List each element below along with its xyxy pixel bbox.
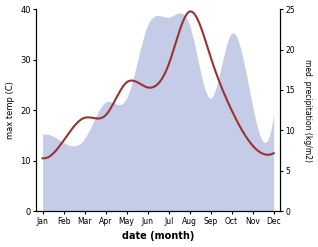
Y-axis label: med. precipitation (kg/m2): med. precipitation (kg/m2): [303, 59, 313, 162]
Y-axis label: max temp (C): max temp (C): [5, 81, 15, 139]
X-axis label: date (month): date (month): [122, 231, 194, 242]
